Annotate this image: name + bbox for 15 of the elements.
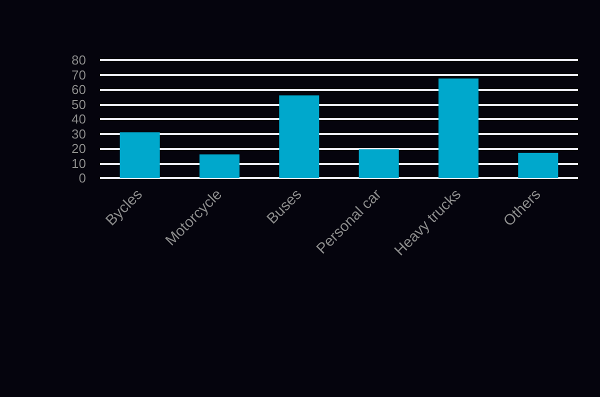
y-tick-label: 70 bbox=[72, 67, 86, 82]
bar bbox=[358, 149, 399, 178]
bar bbox=[120, 132, 160, 178]
y-tick-label: 80 bbox=[72, 52, 86, 68]
y-tick-label: 50 bbox=[72, 96, 86, 112]
y-tick-label: 30 bbox=[72, 126, 86, 142]
bar bbox=[200, 154, 240, 178]
y-tick-label: 60 bbox=[72, 82, 86, 97]
y-tick-label: 10 bbox=[72, 156, 86, 171]
y-tick-label: 40 bbox=[72, 112, 86, 126]
y-tick-label: 0 bbox=[78, 170, 86, 186]
y-tick-label: 20 bbox=[72, 141, 86, 156]
bar bbox=[438, 78, 478, 178]
bar bbox=[279, 95, 320, 178]
bar bbox=[518, 152, 558, 178]
